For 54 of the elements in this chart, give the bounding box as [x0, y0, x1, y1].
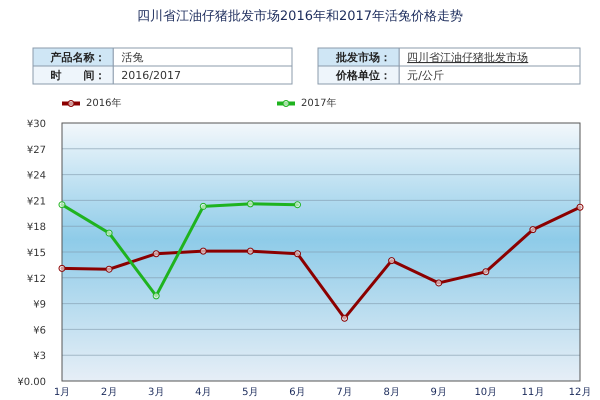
point	[106, 230, 113, 237]
point	[246, 200, 254, 208]
text: 元/公斤	[407, 69, 444, 82]
x-tick-label: 5月	[242, 387, 259, 398]
y-tick-label: ¥12	[26, 274, 46, 285]
y-tick-label: ¥0.00	[17, 377, 46, 388]
text: 时 间：	[50, 69, 106, 82]
point	[200, 202, 207, 210]
legend-label: 2017年	[301, 97, 336, 109]
text: 批发市场：	[335, 51, 392, 64]
text: 产品名称：	[49, 51, 106, 64]
point	[246, 248, 254, 255]
y-tick-label: ¥3	[33, 351, 46, 362]
x-tick-label: 10月	[474, 387, 498, 398]
point	[388, 257, 396, 264]
x-tick-label: 11月	[522, 387, 544, 398]
point	[58, 201, 66, 208]
x-tick-label: 3月	[148, 387, 164, 398]
line-series	[58, 204, 584, 322]
point	[435, 279, 442, 286]
line-series	[58, 200, 301, 300]
x-tick-label: 7月	[336, 387, 353, 398]
text: 2016/2017	[121, 69, 181, 82]
point	[482, 268, 490, 276]
x-tick-label: 12月	[568, 387, 592, 398]
point	[341, 314, 348, 322]
chart-title: 四川省江油仔猪批发市场2016年和2017年活兔价格走势	[136, 9, 464, 24]
y-tick-label: ¥18	[26, 222, 46, 234]
point	[58, 264, 66, 272]
text: 价格单位：	[335, 69, 392, 82]
point	[294, 201, 301, 208]
y-tick-label: ¥6	[33, 325, 46, 336]
point	[152, 250, 160, 258]
y-tick-label: ¥24	[26, 170, 46, 182]
x-tick-label: 6月	[289, 387, 306, 398]
point	[106, 266, 113, 273]
x-tick-label: 2月	[100, 387, 118, 398]
text: 四川省江油仔猪批发市场	[407, 51, 528, 64]
point	[200, 248, 207, 255]
point	[529, 226, 536, 234]
point	[152, 292, 160, 300]
x-tick-label: 1月	[54, 387, 70, 398]
text: 活兔	[121, 51, 144, 64]
y-tick-label: ¥27	[26, 144, 46, 156]
y-tick-label: ¥15	[26, 248, 46, 259]
x-tick-label: 9月	[430, 387, 447, 398]
x-tick-label: 4月	[195, 387, 212, 398]
legend-label: 2016年	[86, 97, 122, 109]
point	[576, 204, 584, 211]
y-tick-label: ¥21	[26, 196, 46, 208]
y-tick-label: ¥9	[33, 300, 46, 311]
y-tick-label: ¥30	[26, 119, 46, 130]
x-tick-label: 8月	[383, 387, 400, 398]
point	[294, 250, 301, 258]
